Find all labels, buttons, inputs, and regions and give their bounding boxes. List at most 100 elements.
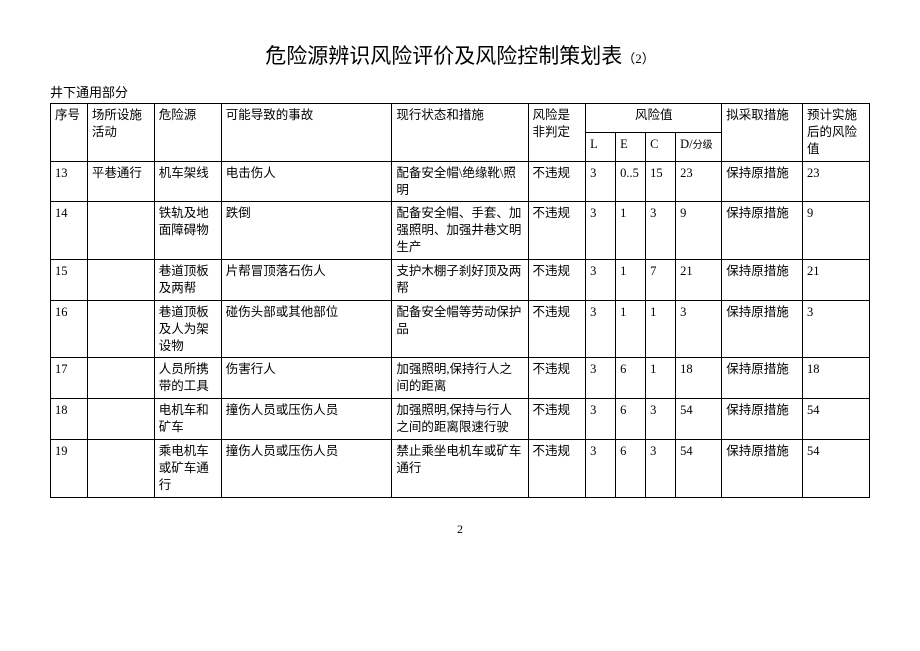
cell-C: 1 (646, 358, 676, 399)
cell-current: 加强照明,保持与行人之间的距离限速行驶 (392, 399, 528, 440)
table-row: 15巷道顶板及两帮片帮冒顶落石伤人支护木棚子刹好顶及两帮不违规31721保持原措… (51, 260, 870, 301)
cell-accident: 撞伤人员或压伤人员 (221, 399, 392, 440)
cell-place (87, 399, 154, 440)
cell-current: 禁止乘坐电机车或矿车通行 (392, 439, 528, 497)
cell-post: 18 (803, 358, 870, 399)
table-row: 17人员所携带的工具伤害行人加强照明,保持行人之间的距离不违规36118保持原措… (51, 358, 870, 399)
cell-L: 3 (586, 202, 616, 260)
cell-C: 3 (646, 202, 676, 260)
cell-post: 9 (803, 202, 870, 260)
cell-D: 9 (676, 202, 722, 260)
cell-source: 巷道顶板及人为架设物 (154, 300, 221, 358)
page-number: 2 (50, 522, 870, 537)
cell-plan: 保持原措施 (722, 260, 803, 301)
cell-seq: 13 (51, 161, 88, 202)
cell-place: 平巷通行 (87, 161, 154, 202)
cell-judge: 不违规 (528, 300, 586, 358)
cell-post: 54 (803, 439, 870, 497)
cell-source: 巷道顶板及两帮 (154, 260, 221, 301)
cell-L: 3 (586, 358, 616, 399)
cell-place (87, 260, 154, 301)
cell-C: 3 (646, 439, 676, 497)
table-row: 19乘电机车或矿车通行撞伤人员或压伤人员禁止乘坐电机车或矿车通行不违规36354… (51, 439, 870, 497)
page-title: 危险源辨识风险评价及风险控制策划表（2） (50, 40, 870, 70)
cell-plan: 保持原措施 (722, 161, 803, 202)
cell-seq: 16 (51, 300, 88, 358)
cell-post: 3 (803, 300, 870, 358)
cell-L: 3 (586, 161, 616, 202)
col-c: C (646, 132, 676, 161)
cell-current: 配备安全帽、手套、加强照明、加强井巷文明生产 (392, 202, 528, 260)
cell-L: 3 (586, 300, 616, 358)
cell-judge: 不违规 (528, 399, 586, 440)
cell-post: 54 (803, 399, 870, 440)
cell-source: 机车架线 (154, 161, 221, 202)
cell-plan: 保持原措施 (722, 439, 803, 497)
cell-seq: 18 (51, 399, 88, 440)
col-current: 现行状态和措施 (392, 104, 528, 162)
cell-place (87, 439, 154, 497)
cell-judge: 不违规 (528, 439, 586, 497)
cell-E: 1 (616, 202, 646, 260)
cell-place (87, 300, 154, 358)
col-e: E (616, 132, 646, 161)
cell-current: 支护木棚子刹好顶及两帮 (392, 260, 528, 301)
cell-L: 3 (586, 260, 616, 301)
cell-seq: 15 (51, 260, 88, 301)
cell-plan: 保持原措施 (722, 300, 803, 358)
cell-judge: 不违规 (528, 358, 586, 399)
cell-E: 6 (616, 439, 646, 497)
col-place: 场所设施活动 (87, 104, 154, 162)
cell-D: 3 (676, 300, 722, 358)
cell-E: 1 (616, 260, 646, 301)
cell-accident: 碰伤头部或其他部位 (221, 300, 392, 358)
col-d: D/分级 (676, 132, 722, 161)
cell-source: 铁轨及地面障碍物 (154, 202, 221, 260)
col-post: 预计实施后的风险值 (803, 104, 870, 162)
cell-seq: 17 (51, 358, 88, 399)
table-row: 16巷道顶板及人为架设物碰伤头部或其他部位配备安全帽等劳动保护品不违规3113保… (51, 300, 870, 358)
cell-C: 7 (646, 260, 676, 301)
cell-D: 23 (676, 161, 722, 202)
col-accident: 可能导致的事故 (221, 104, 392, 162)
cell-D: 18 (676, 358, 722, 399)
cell-source: 电机车和矿车 (154, 399, 221, 440)
cell-D: 54 (676, 439, 722, 497)
cell-E: 0..5 (616, 161, 646, 202)
cell-accident: 电击伤人 (221, 161, 392, 202)
col-l: L (586, 132, 616, 161)
cell-judge: 不违规 (528, 260, 586, 301)
cell-seq: 14 (51, 202, 88, 260)
cell-post: 21 (803, 260, 870, 301)
cell-accident: 撞伤人员或压伤人员 (221, 439, 392, 497)
table-row: 18 电机车和矿车撞伤人员或压伤人员加强照明,保持与行人之间的距离限速行驶不违规3… (51, 399, 870, 440)
cell-place (87, 358, 154, 399)
cell-accident: 伤害行人 (221, 358, 392, 399)
cell-plan: 保持原措施 (722, 202, 803, 260)
cell-plan: 保持原措施 (722, 399, 803, 440)
cell-D: 54 (676, 399, 722, 440)
col-risk-group: 风险值 (586, 104, 722, 133)
cell-source: 人员所携带的工具 (154, 358, 221, 399)
cell-E: 6 (616, 399, 646, 440)
cell-judge: 不违规 (528, 161, 586, 202)
title-main: 危险源辨识风险评价及风险控制策划表 (265, 44, 622, 68)
title-suffix: （2） (622, 51, 655, 66)
cell-seq: 19 (51, 439, 88, 497)
cell-accident: 跌倒 (221, 202, 392, 260)
cell-current: 加强照明,保持行人之间的距离 (392, 358, 528, 399)
cell-L: 3 (586, 399, 616, 440)
cell-C: 1 (646, 300, 676, 358)
col-source: 危险源 (154, 104, 221, 162)
risk-table: 序号 场所设施活动 危险源 可能导致的事故 现行状态和措施 风险是非判定 风险值… (50, 103, 870, 498)
cell-E: 6 (616, 358, 646, 399)
cell-judge: 不违规 (528, 202, 586, 260)
col-judge: 风险是非判定 (528, 104, 586, 162)
cell-L: 3 (586, 439, 616, 497)
cell-source: 乘电机车或矿车通行 (154, 439, 221, 497)
cell-D: 21 (676, 260, 722, 301)
cell-current: 配备安全帽\绝缘靴\照明 (392, 161, 528, 202)
cell-current: 配备安全帽等劳动保护品 (392, 300, 528, 358)
cell-place (87, 202, 154, 260)
header-row-1: 序号 场所设施活动 危险源 可能导致的事故 现行状态和措施 风险是非判定 风险值… (51, 104, 870, 133)
